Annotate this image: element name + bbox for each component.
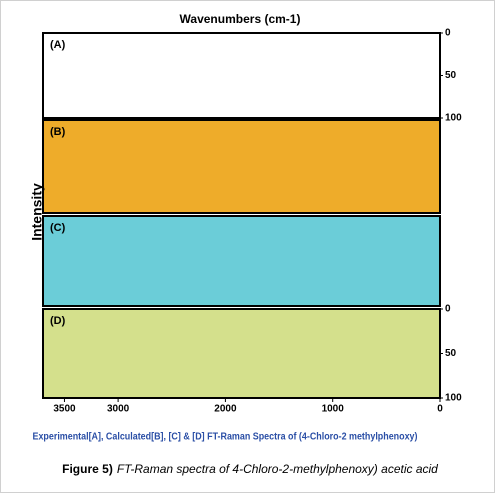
- x-tick-label: 3000: [107, 404, 130, 415]
- figure-caption: Figure 5) FT-Raman spectra of 4-Chloro-2-…: [62, 462, 438, 476]
- y-tick-label: 50: [445, 70, 457, 81]
- y-axis-title: Intensity: [29, 183, 45, 241]
- caption-label: Figure 5): [62, 462, 113, 476]
- panel-background: [43, 216, 440, 306]
- panel-label: (B): [50, 126, 66, 138]
- panel-background: [43, 309, 440, 398]
- panel-label: (D): [50, 315, 66, 327]
- x-tick-label: 0: [437, 404, 443, 415]
- figure-note: Experimental[A], Calculated[B], [C] & [D…: [33, 432, 418, 443]
- y-tick-label: 0: [445, 304, 451, 315]
- caption-text: FT-Raman spectra of 4-Chloro-2-methylphe…: [117, 462, 438, 476]
- y-tick-label: 100: [445, 393, 462, 404]
- panel-background: [43, 120, 440, 213]
- panel-background: [43, 33, 440, 118]
- x-tick-label: 2000: [214, 404, 237, 415]
- panel-label: (A): [50, 39, 66, 51]
- x-tick-label: 3500: [53, 404, 76, 415]
- y-tick-label: 0: [445, 28, 451, 39]
- y-tick-label: 100: [445, 113, 462, 124]
- panel-label: (C): [50, 222, 66, 234]
- panel-frame: [42, 215, 441, 307]
- y-tick-label: 50: [445, 348, 457, 359]
- panel-frame: [42, 119, 441, 214]
- x-tick-label: 1000: [322, 404, 345, 415]
- x-axis-title: Wavenumbers (cm-1): [180, 12, 301, 26]
